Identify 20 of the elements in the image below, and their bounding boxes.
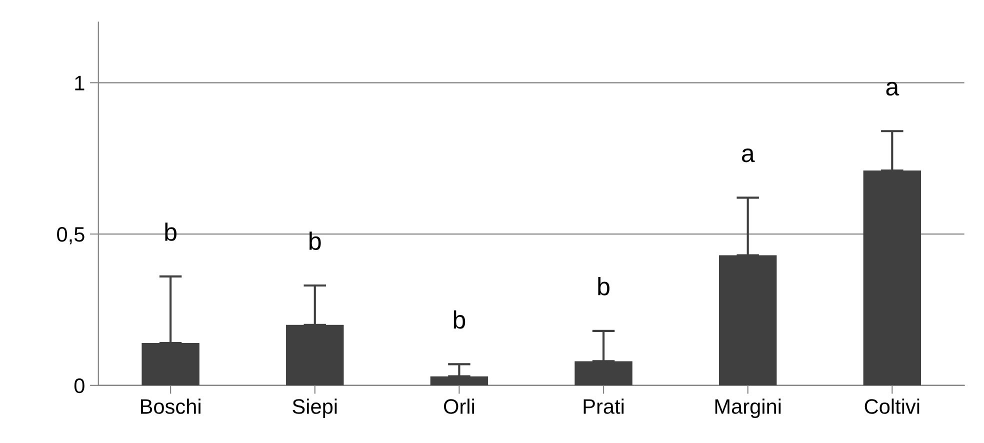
bar	[718, 255, 777, 386]
annotation: a	[742, 148, 755, 162]
x-tick-label: Boschi	[141, 398, 200, 414]
x-tick-label: Orli	[444, 398, 474, 414]
x-tick-label: Coltivi	[864, 398, 920, 414]
annotation: b	[454, 310, 466, 329]
x-tick-label: Siepi	[292, 398, 337, 418]
x-tick-label: Margini	[715, 398, 781, 418]
annotation: b	[310, 232, 321, 250]
y-tick-label: 0,5	[57, 227, 84, 244]
bar	[142, 343, 200, 386]
annotation: a	[886, 82, 900, 96]
y-tick-label: 0	[74, 378, 84, 394]
bar	[286, 324, 344, 386]
annotation: b	[165, 222, 176, 241]
bar	[863, 170, 922, 386]
y-tick-label: 1	[75, 76, 84, 90]
annotation: b	[598, 277, 610, 296]
bar	[574, 361, 632, 386]
x-tick-label: Prati	[584, 398, 624, 414]
